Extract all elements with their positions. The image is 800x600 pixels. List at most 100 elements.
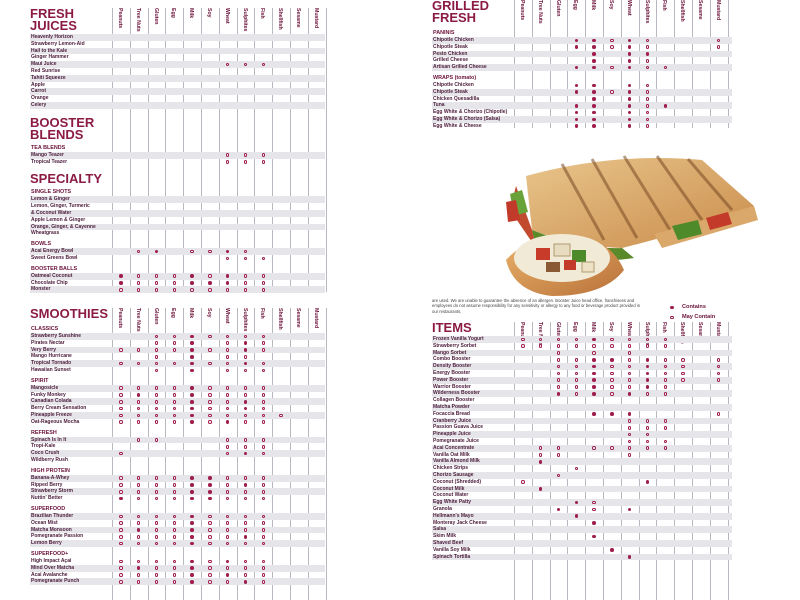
panini-wrap-photo <box>506 155 758 296</box>
may-contain-circle-icon <box>538 337 543 342</box>
may-contain-circle-icon <box>645 432 650 437</box>
item-name: Chicken Quesadilla <box>433 95 480 102</box>
table-row: Pesto Chicken <box>432 50 732 58</box>
item-name: Power Booster <box>433 376 469 383</box>
may-contain-circle-icon <box>243 334 248 339</box>
contains-dot-icon <box>627 117 632 122</box>
item-name: Combo Booster <box>433 356 471 363</box>
contains-dot-icon <box>225 281 230 285</box>
table-row: Matcha Powder <box>432 403 732 411</box>
table-row: Nuttin' Better <box>30 495 325 502</box>
item-name: Pesto Chicken <box>433 50 468 57</box>
contains-dot-icon <box>592 90 596 94</box>
may-contain-circle-icon <box>610 364 614 369</box>
may-contain-circle-icon <box>627 446 632 450</box>
may-contain-circle-icon <box>663 446 668 450</box>
contains-dot-icon <box>190 534 194 539</box>
item-name: Chipotle Steak <box>433 88 468 95</box>
item-name: Warrior Booster <box>433 383 471 390</box>
contains-dot-icon <box>592 385 596 389</box>
item-name: Spinach Tortilla <box>433 553 471 560</box>
item-name: Acai Avalanche <box>31 571 68 578</box>
item-name: Heavenly Horizon <box>31 34 73 40</box>
table-row: Egg White & Chorizo (Chipotle) <box>432 109 732 116</box>
may-contain-circle-icon <box>627 378 632 382</box>
contains-dot-icon <box>610 548 614 552</box>
may-contain-circle-icon <box>119 386 123 390</box>
contains-dot-icon <box>190 406 194 411</box>
contains-dot-icon <box>190 573 194 577</box>
table-row: Coconut Water <box>432 492 732 499</box>
may-contain-circle-icon <box>521 344 525 348</box>
may-contain-circle-icon <box>556 378 561 382</box>
may-contain-circle-icon <box>243 528 248 532</box>
item-name: Lemon Berry <box>31 540 62 547</box>
allergen-header: Soy <box>608 322 614 332</box>
may-contain-circle-icon <box>261 281 266 285</box>
may-contain-circle-icon <box>208 406 212 411</box>
item-name: Mango Teazer <box>31 151 64 158</box>
may-contain-circle-icon <box>261 483 266 487</box>
may-contain-circle-icon <box>627 453 632 457</box>
contains-dot-icon <box>119 496 123 501</box>
contains-dot-icon <box>574 117 579 122</box>
may-contain-circle-icon <box>172 534 177 539</box>
contains-dot-icon <box>627 391 632 396</box>
may-contain-circle-icon <box>119 451 123 456</box>
contains-dot-icon <box>592 52 596 56</box>
may-contain-circle-icon <box>556 385 561 389</box>
table-row: Ginger Hammer <box>30 54 325 61</box>
may-contain-circle-icon <box>172 281 177 285</box>
may-contain-circle-icon <box>261 438 266 442</box>
table-row: Cranberry Juice <box>432 417 732 425</box>
table-row: Spinach Is In It <box>30 436 325 444</box>
table-row: Pomegranate Passion <box>30 533 325 540</box>
allergen-header: Gluten <box>152 8 159 25</box>
allergen-table: Heavenly Horizon Strawberry Lemon-Aid Hail… <box>30 34 325 294</box>
legend-may-contain-label: May Contain <box>682 314 716 320</box>
may-contain-circle-icon <box>663 344 668 348</box>
may-contain-circle-icon <box>261 62 266 67</box>
may-contain-circle-icon <box>225 62 230 67</box>
item-name: Acai Energy Bowl <box>31 248 74 255</box>
table-row: Acai Energy Bowl <box>30 248 325 255</box>
group-title: SPECIALTY <box>30 171 102 187</box>
item-name: Cranberry Juice <box>433 417 472 424</box>
may-contain-circle-icon <box>645 45 650 49</box>
item-name: Vanilla Soy Milk <box>433 546 471 553</box>
may-contain-circle-icon <box>610 446 614 450</box>
may-contain-circle-icon <box>119 348 123 352</box>
may-contain-circle-icon <box>243 287 248 292</box>
may-contain-circle-icon <box>261 534 266 539</box>
may-contain-circle-icon <box>521 337 525 342</box>
allergen-header: Milk <box>188 308 195 319</box>
may-contain-circle-icon <box>610 65 614 70</box>
may-contain-circle-icon <box>261 153 266 157</box>
contains-dot-icon <box>574 38 579 43</box>
contains-dot-icon <box>190 489 194 494</box>
subgroup-label-text: PANINIS <box>433 30 455 36</box>
item-name: Chicken Strips <box>433 465 469 472</box>
item-name: Monster <box>31 286 51 293</box>
may-contain-circle-icon <box>243 566 248 570</box>
may-contain-circle-icon <box>243 160 248 164</box>
may-contain-circle-icon <box>154 348 159 352</box>
table-row: Frozen Vanilla Yogurt <box>432 336 732 343</box>
item-name: Oatmeal Coconut <box>31 272 73 279</box>
column-divider <box>709 0 711 128</box>
item-name: Chorizo Sausage <box>433 471 474 478</box>
may-contain-circle-icon <box>225 386 230 390</box>
contains-dot-icon <box>592 65 596 70</box>
table-row: Mango Sorbet <box>432 349 732 357</box>
may-contain-circle-icon <box>136 399 141 404</box>
may-contain-circle-icon <box>610 90 614 94</box>
may-contain-circle-icon <box>225 334 230 339</box>
may-contain-circle-icon <box>645 419 650 423</box>
contains-dot-icon <box>556 507 561 512</box>
contains-dot-icon <box>225 420 230 424</box>
item-name: Egg White & Cheese <box>433 122 482 129</box>
may-contain-circle-icon <box>154 541 159 546</box>
table-row: Tropical Teazer <box>30 159 325 166</box>
may-contain-circle-icon <box>154 354 159 359</box>
may-contain-circle-icon <box>225 528 230 532</box>
